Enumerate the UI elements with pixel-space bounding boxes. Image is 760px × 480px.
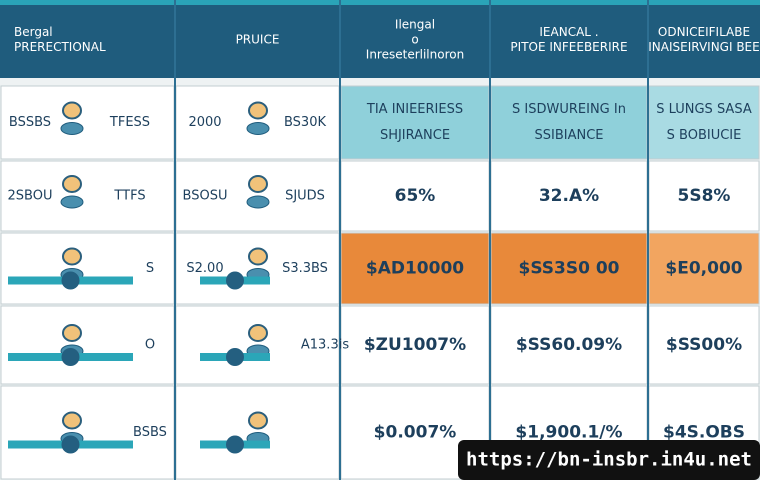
icon-dot — [226, 271, 244, 290]
cell-text: TTFS — [113, 189, 145, 204]
header-text: Inreseterlilnoron — [366, 48, 464, 62]
icon — [246, 122, 270, 135]
cell-text: BS30K — [284, 115, 326, 130]
cell-text: A13.3is — [301, 338, 349, 353]
header-text: ODNICEIFILABE — [658, 25, 750, 39]
icon — [62, 175, 82, 193]
cell-text: $SS60.09% — [516, 335, 622, 355]
cell-text: $SS3S0 00 — [518, 259, 619, 279]
icon — [62, 324, 82, 342]
icon — [248, 411, 268, 430]
header-text: PITOE INFEEBERIRE — [510, 40, 627, 54]
cell-text: S LUNGS SASA — [656, 102, 752, 117]
cell-text: 5S8% — [678, 186, 731, 206]
cell — [0, 85, 175, 160]
icon — [60, 122, 84, 135]
cell — [0, 160, 175, 232]
header-band — [0, 0, 760, 78]
cell-text: TFESS — [109, 115, 150, 130]
icon-dot — [61, 348, 80, 366]
cell-text: TIA INIEERIESS — [366, 102, 463, 117]
cell-text: $4S.OBS — [663, 423, 745, 443]
icon-dot — [226, 435, 244, 454]
header-text: IEANCAL . — [539, 25, 598, 39]
cell — [648, 232, 760, 305]
cell — [340, 232, 490, 305]
cell-text: $E0,000 — [665, 259, 742, 279]
icon-dot — [61, 271, 80, 290]
cell-text: S — [146, 261, 154, 276]
cell-text: O — [145, 338, 155, 353]
top-stripe — [0, 0, 760, 5]
icon — [246, 195, 270, 209]
cell-text: S2.00 — [186, 261, 223, 276]
cell — [490, 160, 648, 232]
cell — [340, 85, 490, 160]
watermark: https://bn-insbr.in4u.net — [466, 449, 752, 471]
icon — [60, 195, 84, 209]
cell — [0, 305, 175, 385]
header-text: o — [411, 33, 418, 47]
cell-text: 2000 — [188, 115, 221, 130]
header-text: Bergal — [14, 25, 53, 39]
icon — [248, 324, 268, 342]
cell-text: $ZU1007% — [364, 335, 466, 355]
cell-text: $AD10000 — [366, 259, 464, 279]
cell-text: BSBS — [133, 425, 167, 440]
cell — [175, 305, 340, 385]
cell — [340, 305, 490, 385]
cell — [490, 85, 648, 160]
cell — [648, 305, 760, 385]
icon — [62, 411, 82, 430]
cell-text: $SS00% — [666, 335, 742, 355]
icon — [248, 101, 268, 120]
watermark-box — [458, 440, 760, 480]
cell-text: BSOSU — [183, 189, 228, 204]
cell-text: BSSBS — [9, 115, 51, 130]
cell — [0, 232, 175, 305]
cell — [648, 160, 760, 232]
icon — [248, 247, 268, 266]
cell-text: S BOBIUCIE — [667, 128, 742, 143]
cell — [648, 85, 760, 160]
cell-text: SJUDS — [285, 189, 325, 204]
cell — [0, 385, 175, 480]
header-text: PRUICE — [236, 33, 280, 47]
cell-text: S3.3BS — [282, 261, 328, 276]
icon — [62, 247, 82, 266]
cell-text: S ISDWUREING In — [512, 102, 626, 117]
cell-text: SSIBIANCE — [535, 128, 604, 143]
cell-text: SHJIRANCE — [380, 128, 450, 143]
icon-dot — [226, 348, 244, 366]
header-text: PRERECTIONAL — [14, 40, 106, 54]
header-text: Ilengal — [395, 18, 435, 32]
header-text: INAISEIRVINGI BEE — [648, 40, 759, 54]
cell — [340, 160, 490, 232]
icon — [62, 101, 82, 120]
cell-text: 32.A% — [539, 186, 599, 206]
icon-dot — [61, 435, 80, 454]
cell-text: $1,900.1/% — [515, 423, 622, 443]
cell-text: 2SBOU — [8, 189, 53, 204]
cell-text: 65% — [395, 186, 436, 206]
icon — [248, 175, 268, 193]
cell-text: $0.007% — [374, 423, 457, 443]
